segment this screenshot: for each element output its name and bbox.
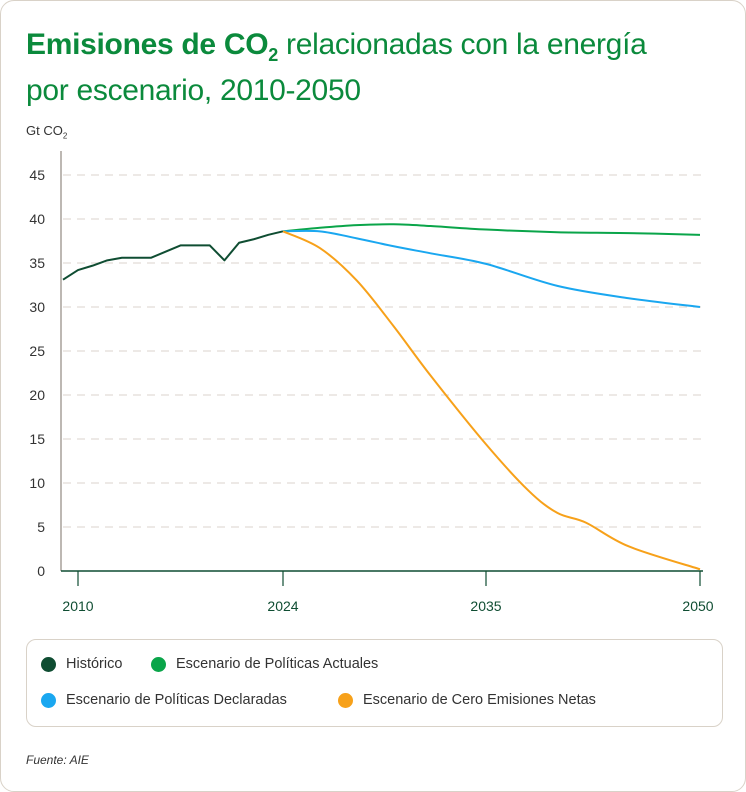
chart-title: Emisiones de CO2 relacionadas con la ene…: [26, 28, 647, 107]
y-tick-label: 15: [29, 431, 45, 447]
y-tick-label: 30: [29, 299, 45, 315]
series-line-1: [282, 223, 701, 236]
series-line-2: [282, 229, 701, 308]
legend-item-declaradas: Escenario de Políticas Declaradas: [41, 692, 287, 708]
line-chart: 0 5 10 15 20 25 30 35 40 45 2010 2024 2035 2050: [29, 151, 714, 614]
x-tick-label: 2035: [470, 598, 501, 614]
y-tick-label: 35: [29, 255, 45, 271]
y-tick-label: 10: [29, 475, 45, 491]
legend: Histórico Escenario de Políticas Actuale…: [26, 639, 723, 727]
series-line-3: [282, 230, 701, 571]
legend-item-cero-emisiones: Escenario de Cero Emisiones Netas: [338, 692, 596, 708]
y-tick-label: 40: [29, 211, 45, 227]
legend-item-actuales: Escenario de Políticas Actuales: [151, 656, 378, 672]
y-tick-label: 5: [37, 519, 45, 535]
x-tick-label: 2050: [682, 598, 713, 614]
series-line-0: [62, 230, 284, 281]
y-tick-label: 25: [29, 343, 45, 359]
legend-swatch: [338, 692, 353, 708]
x-tick-label: 2010: [62, 598, 93, 614]
legend-swatch: [41, 656, 56, 672]
y-tick-label: 0: [37, 563, 45, 579]
y-tick-label: 45: [29, 167, 45, 183]
y-axis-label: Gt CO2: [26, 123, 68, 141]
legend-swatch: [151, 656, 166, 672]
legend-swatch: [41, 692, 56, 708]
x-tick-label: 2024: [267, 598, 298, 614]
y-tick-label: 20: [29, 387, 45, 403]
legend-item-historico: Histórico: [41, 656, 122, 672]
source-note: Fuente: AIE: [26, 753, 89, 767]
